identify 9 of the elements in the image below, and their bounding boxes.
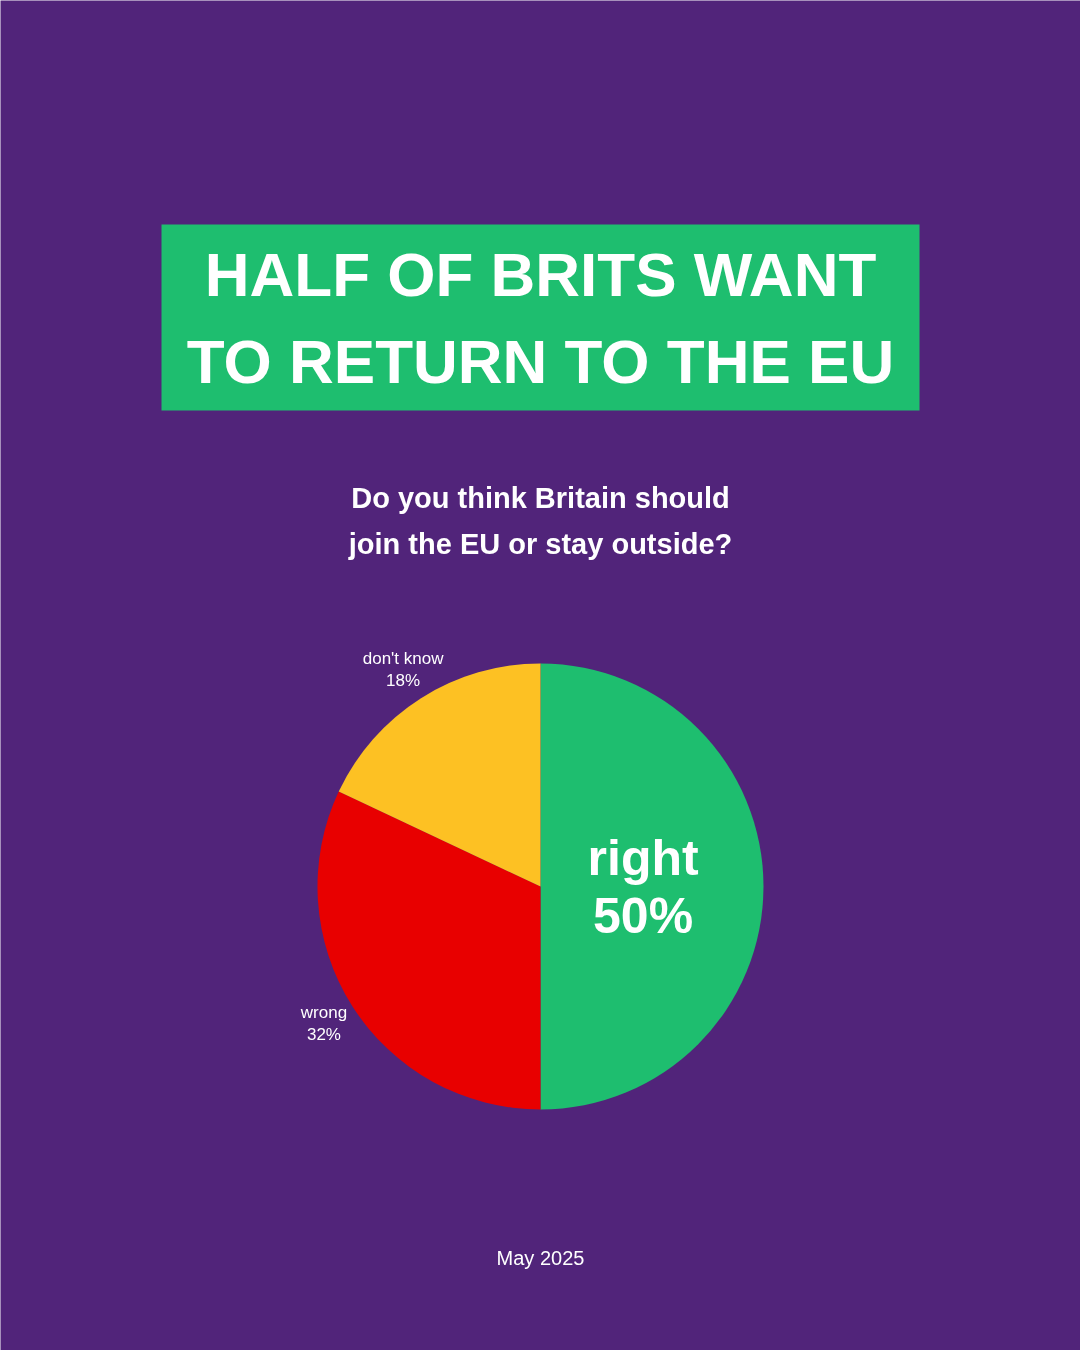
chart-title: HALF OF BRITS WANT TO RETURN TO THE EU	[186, 239, 895, 396]
slice-label: wrong	[299, 1003, 348, 1023]
data-label: 50%	[593, 887, 694, 944]
data-label: 18%	[386, 671, 421, 691]
slice-label: don't know	[362, 649, 445, 669]
chart-subtitle: Do you think Britain should join the EU or stay outside?	[347, 481, 733, 560]
data-label: 32%	[306, 1025, 341, 1045]
text: May 2025	[496, 1246, 585, 1269]
slice-label: right	[587, 829, 699, 886]
